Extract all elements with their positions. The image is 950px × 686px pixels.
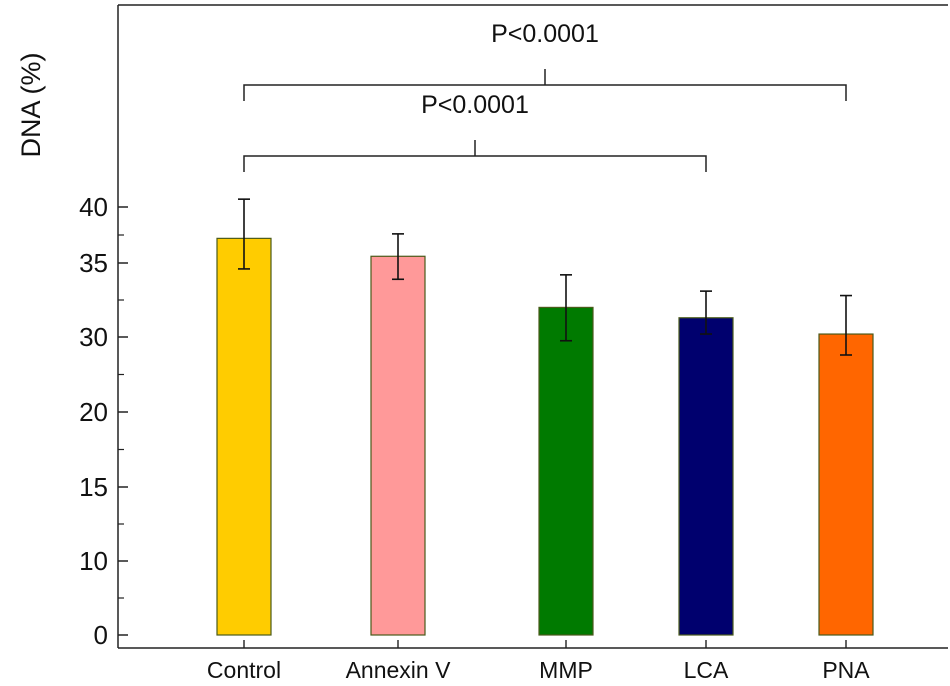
bar-mmp <box>538 306 594 636</box>
x-tick-label: PNA <box>822 657 870 683</box>
y-tick-label: 35 <box>79 248 108 278</box>
y-tick-label: 20 <box>79 397 108 427</box>
y-tick-label: 0 <box>94 620 108 650</box>
bar-pna <box>818 333 874 636</box>
y-axis: 0 10 15 20 30 35 40 <box>79 192 128 650</box>
y-tick-label: 40 <box>79 192 108 222</box>
significance-brackets: P<0.0001 P<0.0001 <box>243 20 847 172</box>
bar-annexin-v <box>370 255 426 636</box>
y-axis-label: DNA (%) <box>16 52 46 157</box>
x-tick-label: Control <box>207 657 281 683</box>
plot-frame <box>117 4 948 649</box>
y-tick-label: 10 <box>79 546 108 576</box>
p-value-label: P<0.0001 <box>421 91 529 119</box>
bar-control <box>216 237 272 636</box>
bars <box>216 237 874 636</box>
y-tick-label: 15 <box>79 472 108 502</box>
x-tick-label: MMP <box>539 657 593 683</box>
error-bars <box>238 198 852 356</box>
bar-lca <box>678 317 734 636</box>
significance-bracket <box>243 84 847 101</box>
x-axis-labels: Control Annexin V MMP LCA PNA <box>207 640 870 683</box>
significance-bracket <box>243 155 707 172</box>
x-tick-label: LCA <box>684 657 729 683</box>
p-value-label: P<0.0001 <box>491 20 599 48</box>
x-tick-label: Annexin V <box>346 657 452 683</box>
y-tick-label: 30 <box>79 322 108 352</box>
